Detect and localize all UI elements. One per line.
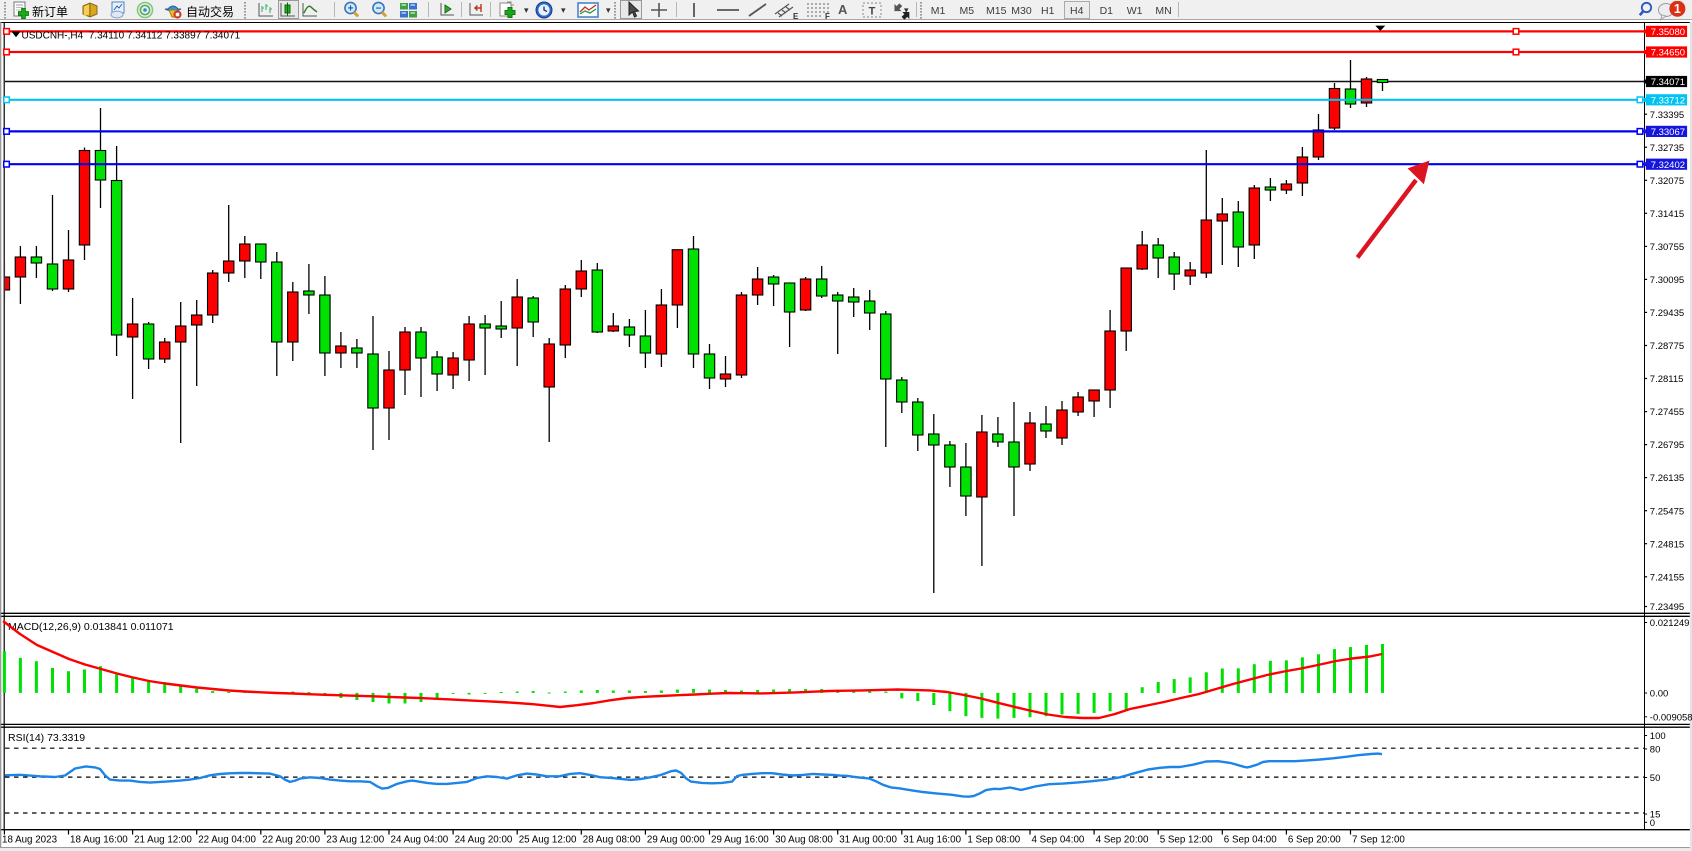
svg-text:7.26795: 7.26795 xyxy=(1650,440,1684,451)
svg-text:7.32402: 7.32402 xyxy=(1651,160,1685,171)
svg-text:7.32735: 7.32735 xyxy=(1650,143,1684,154)
svg-text:7.34071: 7.34071 xyxy=(1651,77,1685,88)
svg-text:80: 80 xyxy=(1650,745,1661,756)
svg-text:24 Aug 04:00: 24 Aug 04:00 xyxy=(391,835,449,846)
svg-text:22 Aug 04:00: 22 Aug 04:00 xyxy=(198,835,256,846)
svg-text:7.35080: 7.35080 xyxy=(1651,27,1685,38)
svg-text:31 Aug 16:00: 31 Aug 16:00 xyxy=(903,835,961,846)
svg-text:25 Aug 12:00: 25 Aug 12:00 xyxy=(519,835,577,846)
svg-text:50: 50 xyxy=(1650,773,1661,784)
svg-text:RSI(14) 73.3319: RSI(14) 73.3319 xyxy=(8,732,85,744)
svg-text:MACD(12,26,9) 0.013841 0.01107: MACD(12,26,9) 0.013841 0.011071 xyxy=(8,621,174,633)
svg-text:0.00: 0.00 xyxy=(1650,689,1669,700)
svg-text:100: 100 xyxy=(1650,731,1666,742)
svg-text:7.24815: 7.24815 xyxy=(1650,539,1684,550)
svg-text:7.25475: 7.25475 xyxy=(1650,506,1684,517)
svg-text:18 Aug 2023: 18 Aug 2023 xyxy=(2,835,58,846)
svg-text:0.021249: 0.021249 xyxy=(1650,618,1690,629)
svg-text:28 Aug 08:00: 28 Aug 08:00 xyxy=(583,835,641,846)
svg-text:T: T xyxy=(869,6,876,18)
svg-text:4 Sep 20:00: 4 Sep 20:00 xyxy=(1096,835,1149,846)
svg-text:7.24155: 7.24155 xyxy=(1650,572,1684,583)
svg-text:6 Sep 20:00: 6 Sep 20:00 xyxy=(1288,835,1341,846)
svg-text:7.33067: 7.33067 xyxy=(1651,127,1685,138)
svg-text:7 Sep 12:00: 7 Sep 12:00 xyxy=(1352,835,1405,846)
svg-text:F: F xyxy=(825,12,830,20)
svg-text:18 Aug 16:00: 18 Aug 16:00 xyxy=(70,835,128,846)
svg-text:6 Sep 04:00: 6 Sep 04:00 xyxy=(1224,835,1277,846)
svg-text:24 Aug 20:00: 24 Aug 20:00 xyxy=(455,835,513,846)
svg-text:7.23495: 7.23495 xyxy=(1650,602,1684,613)
svg-text:31 Aug 00:00: 31 Aug 00:00 xyxy=(839,835,897,846)
svg-text:7.30095: 7.30095 xyxy=(1650,275,1684,286)
svg-text:7.27455: 7.27455 xyxy=(1650,407,1684,418)
svg-text:7.26135: 7.26135 xyxy=(1650,473,1684,484)
svg-text:7.33395: 7.33395 xyxy=(1650,110,1684,121)
svg-text:7.29435: 7.29435 xyxy=(1650,308,1684,319)
svg-text:-0.009058: -0.009058 xyxy=(1650,712,1692,723)
svg-text:7.28775: 7.28775 xyxy=(1650,341,1684,352)
svg-text:+: + xyxy=(348,3,354,14)
svg-text:7.34650: 7.34650 xyxy=(1651,48,1685,59)
svg-text:15: 15 xyxy=(1650,810,1661,821)
svg-text:21 Aug 12:00: 21 Aug 12:00 xyxy=(134,835,192,846)
svg-text:1 Sep 08:00: 1 Sep 08:00 xyxy=(967,835,1020,846)
svg-text:7.32075: 7.32075 xyxy=(1650,176,1684,187)
svg-text:23 Aug 12:00: 23 Aug 12:00 xyxy=(326,835,384,846)
svg-text:7.28115: 7.28115 xyxy=(1650,374,1684,385)
svg-text:22 Aug 20:00: 22 Aug 20:00 xyxy=(262,835,320,846)
svg-text:1: 1 xyxy=(1674,2,1681,16)
svg-text:E: E xyxy=(793,12,799,20)
svg-text:29 Aug 16:00: 29 Aug 16:00 xyxy=(711,835,769,846)
svg-text:7.30755: 7.30755 xyxy=(1650,242,1684,253)
svg-text:7.33712: 7.33712 xyxy=(1651,95,1685,106)
svg-text:30 Aug 08:00: 30 Aug 08:00 xyxy=(775,835,833,846)
svg-text:5 Sep 12:00: 5 Sep 12:00 xyxy=(1160,835,1213,846)
svg-text:4 Sep 04:00: 4 Sep 04:00 xyxy=(1032,835,1085,846)
svg-text:−: − xyxy=(376,3,382,14)
svg-text:29 Aug 00:00: 29 Aug 00:00 xyxy=(647,835,705,846)
svg-text:USDCNH-,H4 7.34110 7.34112 7.: USDCNH-,H4 7.34110 7.34112 7.33897 7.340… xyxy=(22,31,241,42)
svg-text:0: 0 xyxy=(1650,818,1655,829)
svg-text:7.31415: 7.31415 xyxy=(1650,209,1684,220)
